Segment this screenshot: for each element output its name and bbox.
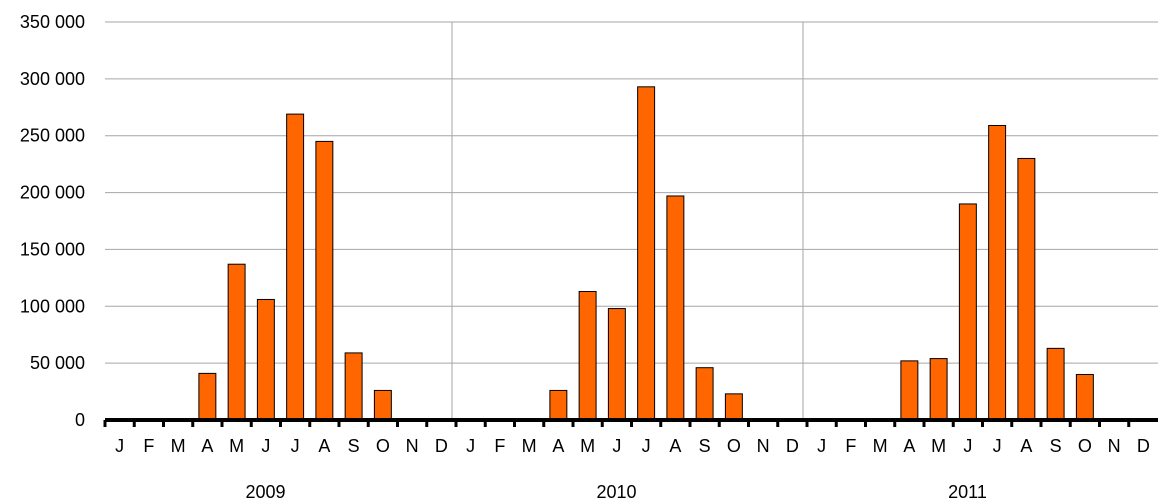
x-tick-label: F	[494, 436, 505, 456]
x-tick-label: D	[1137, 436, 1150, 456]
x-tick-label: M	[873, 436, 888, 456]
y-tick-label: 50 000	[30, 353, 85, 373]
x-tick-label: O	[1078, 436, 1092, 456]
bar	[198, 372, 217, 421]
y-tick-label: 150 000	[20, 239, 85, 259]
bar	[549, 389, 568, 421]
x-tick-label: D	[435, 436, 448, 456]
bar	[666, 195, 685, 421]
x-tick-label: F	[143, 436, 154, 456]
bar	[929, 358, 948, 421]
x-tick-label: J	[466, 436, 475, 456]
x-tick-label: M	[580, 436, 595, 456]
bar	[695, 367, 714, 421]
bar	[256, 298, 275, 421]
y-tick-label: 350 000	[20, 12, 85, 32]
bar	[724, 393, 743, 421]
year-labels: 2009 2010 2011	[245, 482, 986, 502]
x-tick-label: A	[201, 436, 213, 456]
x-tick-label: J	[291, 436, 300, 456]
gridlines	[105, 21, 1158, 420]
x-tick-label: D	[786, 436, 799, 456]
x-tick-label: S	[1050, 436, 1062, 456]
year-label: 2010	[596, 482, 636, 502]
bars	[198, 86, 1094, 421]
bar	[958, 203, 977, 421]
bar	[315, 140, 334, 421]
x-tick-label: A	[903, 436, 915, 456]
x-tick-label: J	[817, 436, 826, 456]
x-tick-label: S	[699, 436, 711, 456]
x-tick-label: F	[845, 436, 856, 456]
x-tick-label: A	[552, 436, 564, 456]
bar	[286, 113, 305, 421]
x-tick-label: N	[757, 436, 770, 456]
y-tick-label: 200 000	[20, 183, 85, 203]
year-label: 2011	[948, 482, 987, 502]
bar	[1075, 374, 1094, 421]
x-tick-label: M	[229, 436, 244, 456]
x-tick-label: M	[931, 436, 946, 456]
bar	[637, 86, 656, 421]
y-tick-label: 300 000	[20, 69, 85, 89]
bar	[900, 360, 919, 421]
x-tick-label: J	[115, 436, 124, 456]
x-tick-label: J	[642, 436, 651, 456]
y-tick-label: 250 000	[20, 126, 85, 146]
bar	[373, 389, 392, 421]
x-tick-label: J	[612, 436, 621, 456]
x-tick-label: J	[963, 436, 972, 456]
x-tick-label: N	[1108, 436, 1121, 456]
x-tick-label: O	[376, 436, 390, 456]
x-tick-label: M	[171, 436, 186, 456]
year-label: 2009	[245, 482, 285, 502]
bar	[227, 263, 246, 421]
y-tick-label: 0	[75, 410, 85, 430]
bar	[607, 308, 626, 421]
bar	[1017, 157, 1036, 421]
x-tick-label: A	[1020, 436, 1032, 456]
x-tick-label: M	[522, 436, 537, 456]
x-tick-label: A	[318, 436, 330, 456]
bar	[1046, 347, 1065, 421]
x-tick-label: A	[669, 436, 681, 456]
bar	[578, 291, 597, 421]
bar	[344, 352, 363, 421]
x-tick-label: N	[406, 436, 419, 456]
y-tick-labels: 0 50 000 100 000 150 000 200 000 250 000 300 0…	[20, 12, 85, 430]
x-tick-label: J	[261, 436, 270, 456]
x-tick-label: S	[348, 436, 360, 456]
x-tick-label: O	[727, 436, 741, 456]
bar	[988, 124, 1007, 421]
x-axis	[103, 418, 1158, 427]
y-tick-label: 100 000	[20, 296, 85, 316]
x-tick-label: J	[993, 436, 1002, 456]
